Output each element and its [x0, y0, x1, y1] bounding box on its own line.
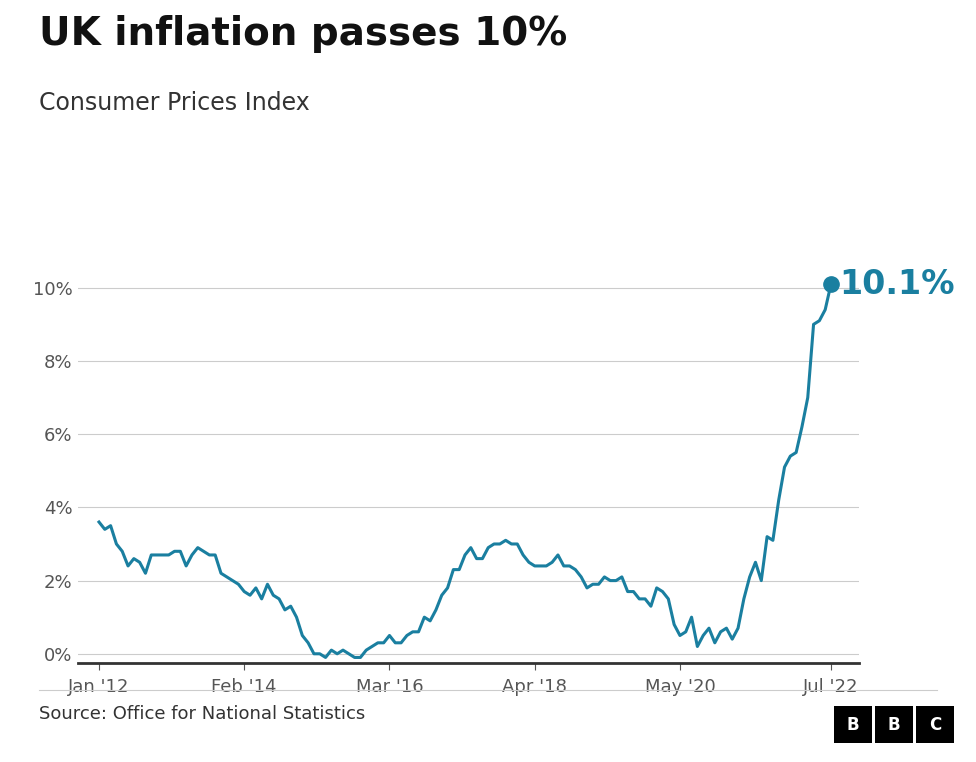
Text: UK inflation passes 10%: UK inflation passes 10%	[39, 15, 567, 53]
Text: B: B	[888, 716, 900, 734]
Text: 10.1%: 10.1%	[839, 267, 955, 300]
Text: C: C	[929, 716, 941, 734]
Text: Consumer Prices Index: Consumer Prices Index	[39, 91, 309, 115]
Text: B: B	[847, 716, 859, 734]
Text: Source: Office for National Statistics: Source: Office for National Statistics	[39, 705, 365, 723]
